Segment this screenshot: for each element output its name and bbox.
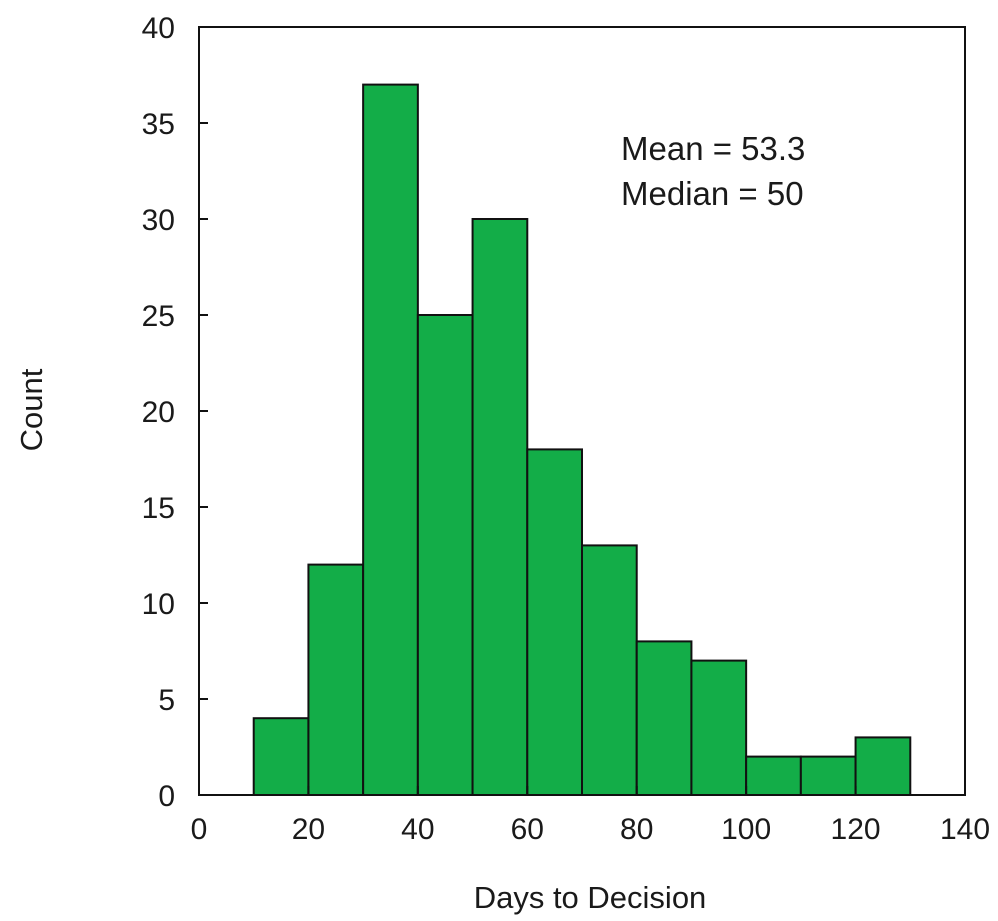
mean-annotation: Mean = 53.3 (621, 130, 805, 167)
histogram-bar-30-40 (362, 83, 419, 797)
histogram-bar-60-70 (526, 448, 583, 796)
x-tick-label: 0 (191, 813, 208, 846)
bars-layer (252, 83, 912, 797)
y-tick-label: 25 (142, 300, 175, 333)
y-tick-label: 30 (142, 204, 175, 237)
x-tick-label: 140 (940, 813, 990, 846)
histogram-bar-50-60 (471, 218, 529, 796)
y-axis: 0 5 10 15 20 25 30 35 40 (142, 12, 208, 813)
histogram-bar-90-100 (690, 659, 748, 796)
median-annotation: Median = 50 (621, 175, 804, 212)
x-axis-title: Days to Decision (474, 880, 707, 915)
y-tick-label: 0 (158, 780, 175, 813)
histogram-bar-120-130 (854, 736, 912, 797)
y-tick-label: 10 (142, 588, 175, 621)
y-axis-title: Count (14, 368, 49, 451)
histogram-bar-80-90 (635, 640, 693, 797)
y-tick-label: 5 (158, 684, 175, 717)
x-tick-label: 60 (511, 813, 544, 846)
x-tick-label: 40 (401, 813, 434, 846)
histogram-bar-110-120 (799, 755, 857, 796)
y-tick-label: 15 (142, 492, 175, 525)
histogram-bar-40-50 (416, 314, 474, 796)
x-tick-label: 120 (831, 813, 881, 846)
histogram-bar-100-110 (745, 755, 802, 796)
histogram-bar-20-30 (307, 563, 365, 796)
x-tick-label: 80 (620, 813, 653, 846)
y-tick-label: 20 (142, 396, 175, 429)
x-axis: 0 20 40 60 80 100 120 140 (191, 786, 990, 846)
y-tick-label: 35 (142, 108, 175, 141)
x-tick-label: 20 (292, 813, 325, 846)
histogram-bar-70-80 (581, 544, 638, 797)
x-tick-label: 100 (721, 813, 771, 846)
y-tick-label: 40 (142, 12, 175, 45)
histogram-bar-10-20 (252, 717, 310, 797)
